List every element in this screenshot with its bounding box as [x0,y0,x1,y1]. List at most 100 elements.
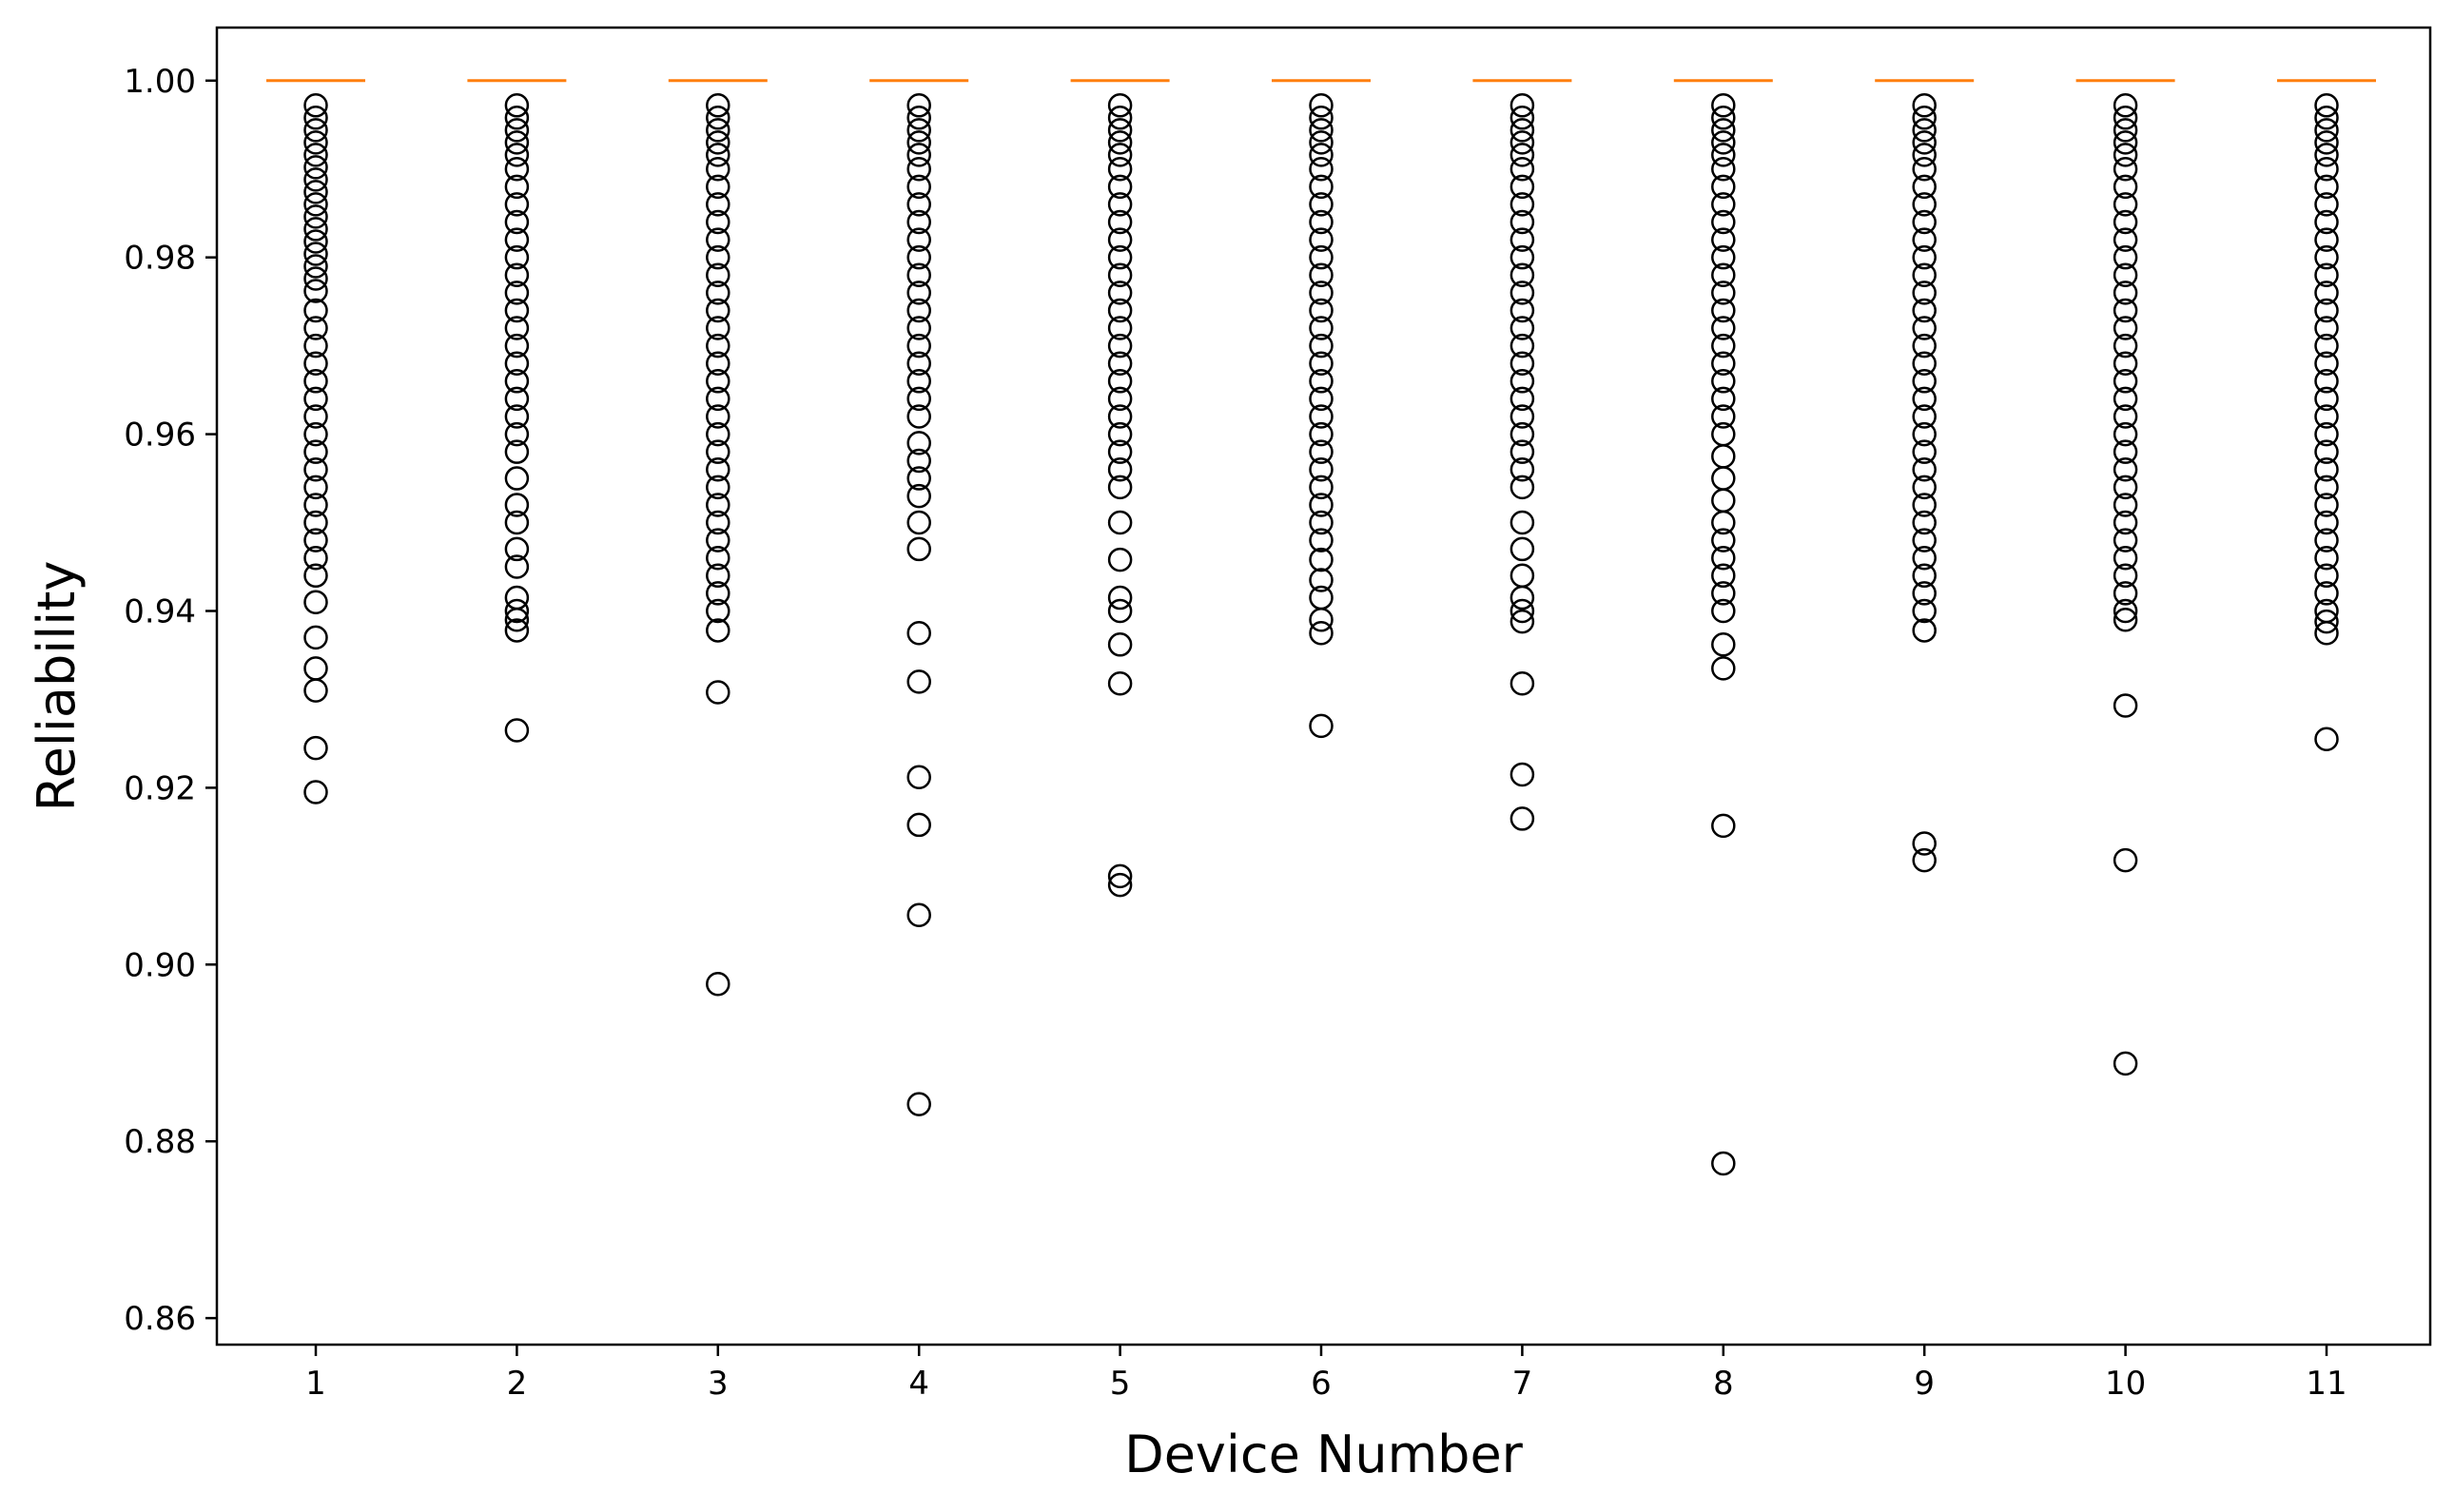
outlier-point [2113,563,2138,589]
outlier-point [504,227,530,252]
outlier-point [303,266,328,291]
outlier-point [1912,93,1937,118]
outlier-point [1309,106,1334,130]
outlier-point [1107,510,1133,535]
outlier-point [2314,545,2339,571]
outlier-point [303,217,328,242]
outlier-point [706,421,730,447]
outlier-point [504,244,530,270]
outlier-point [1912,493,1937,517]
outlier-point [1309,568,1334,592]
outlier-point [1107,333,1133,359]
outlier-point [1509,475,1535,500]
x-tick-label: 9 [1914,1365,1935,1403]
outlier-point [706,439,730,464]
outlier-point [2314,262,2339,288]
outlier-point [1107,143,1133,167]
outlier-point [504,618,530,643]
outlier-point [504,156,530,182]
outlier-point [1912,386,1937,412]
outlier-point [706,118,730,143]
outlier-point [303,279,328,303]
outlier-point [2314,404,2339,429]
outlier-point [1711,93,1736,118]
outlier-point [1309,493,1334,517]
outlier-point [2314,475,2339,500]
outlier-point [303,167,328,192]
outlier-point [1309,620,1334,646]
outlier-point [1912,831,1937,856]
outlier-point [706,680,730,705]
outlier-point [1309,386,1334,412]
outlier-point [2113,369,2138,394]
outlier-point [1912,563,1937,589]
outlier-point [1912,351,1937,376]
outlier-point [706,510,730,535]
outlier-point [906,483,931,509]
outlier-point [2314,563,2339,589]
outlier-point [303,155,328,180]
outlier-point [303,298,328,323]
outlier-point [906,244,931,270]
y-tick-label: 0.96 [124,417,196,455]
outlier-point [1309,281,1334,305]
y-tick-label: 0.98 [124,240,196,278]
outlier-point [303,528,328,552]
outlier-point [706,351,730,376]
outlier-point [2113,545,2138,571]
outlier-point [2113,262,2138,288]
outlier-point [504,106,530,130]
outlier-point [1711,545,1736,571]
outlier-point [1509,369,1535,394]
outlier-point [1711,316,1736,340]
outlier-point [1509,457,1535,482]
outlier-point [906,93,931,118]
outlier-point [706,209,730,235]
outlier-point [1107,244,1133,270]
outlier-point [906,118,931,143]
outlier-point [303,204,328,229]
outlier-point [1107,209,1133,235]
outlier-point [1107,93,1133,118]
outlier-point [1711,528,1736,552]
outlier-point [303,563,328,589]
outlier-point [504,143,530,167]
box-device-3 [668,79,768,997]
outlier-point [906,902,931,927]
x-tick-label: 6 [1311,1365,1332,1403]
outlier-point [303,192,328,217]
outlier-point [1107,262,1133,288]
outlier-point [1509,536,1535,562]
outlier-point [1309,192,1334,217]
outlier-point [1309,457,1334,482]
outlier-point [1309,130,1334,155]
outlier-point [2113,156,2138,182]
outlier-point [1711,156,1736,182]
outlier-point [2314,369,2339,394]
outlier-point [2113,333,2138,359]
outlier-point [2113,439,2138,464]
outlier-point [1509,209,1535,235]
outlier-point [2113,1051,2138,1076]
outlier-point [504,536,530,562]
outlier-point [1912,192,1937,217]
outlier-point [1912,143,1937,167]
outlier-point [2113,174,2138,200]
outlier-point [1107,439,1133,464]
outlier-point [1912,618,1937,643]
outlier-point [706,143,730,167]
outlier-point [1309,118,1334,143]
outlier-point [906,431,931,456]
outlier-point [2314,421,2339,447]
outlier-point [1912,457,1937,482]
outlier-point [1509,598,1535,624]
outlier-point [2113,118,2138,143]
outlier-point [2314,298,2339,323]
outlier-point [1309,209,1334,235]
outlier-point [303,316,328,340]
outlier-point [706,475,730,500]
outlier-point [303,333,328,359]
outlier-point [303,545,328,571]
outlier-point [303,625,328,650]
